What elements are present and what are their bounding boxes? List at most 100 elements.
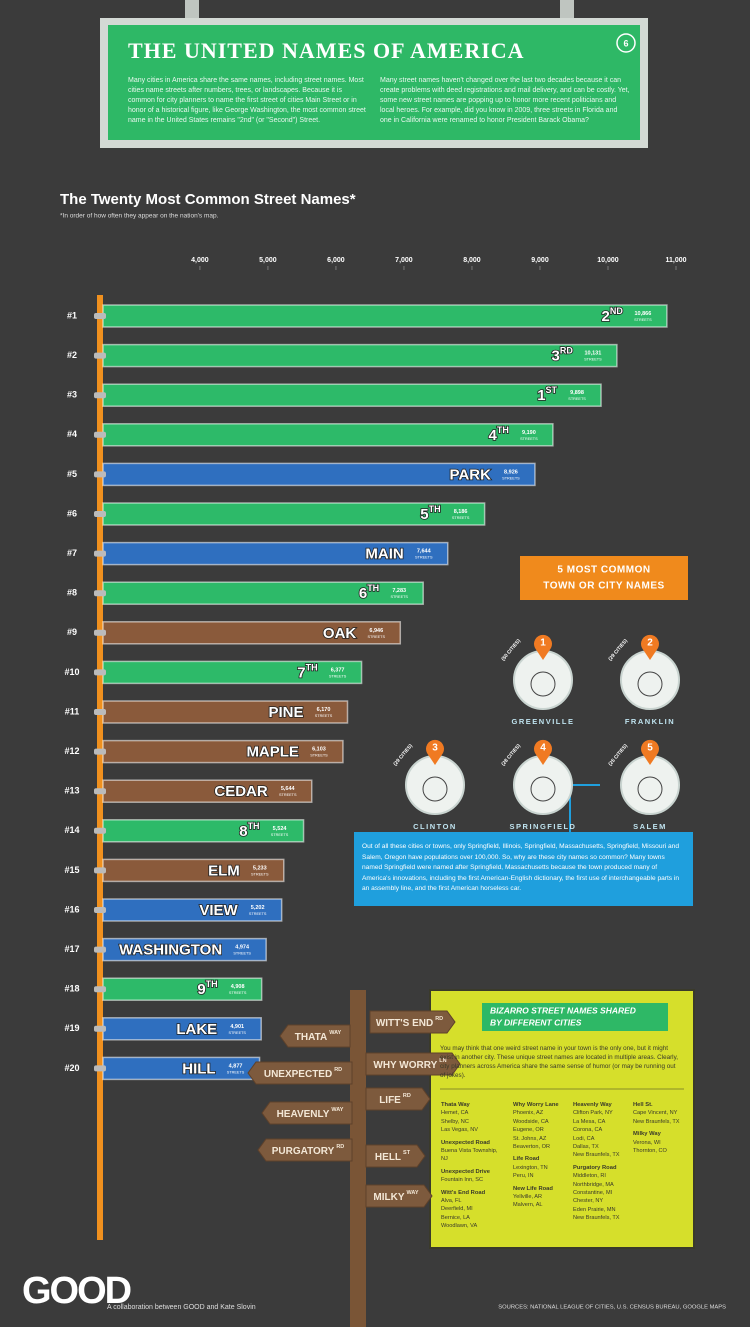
sign-name: WITT'S END <box>376 1018 433 1029</box>
street-sign <box>279 1024 351 1048</box>
bizarro-column: Why Worry Lane Phoenix, AZ Woodside, CA Eug… <box>513 1097 575 1210</box>
bar-label: 5TH <box>420 504 440 523</box>
badge <box>616 33 636 53</box>
bar <box>102 660 363 685</box>
towns-title-box <box>520 556 688 600</box>
city: Lexington, TN <box>513 1164 548 1171</box>
bar <box>102 343 618 368</box>
sign-suffix: WAY <box>329 1030 341 1036</box>
street-heading: Purgatory Road <box>573 1164 617 1171</box>
sign-name: HELL <box>375 1152 401 1163</box>
street-heading: Milky Way <box>633 1131 661 1138</box>
portrait <box>530 671 556 697</box>
street-heading: Unexpected Drive <box>441 1168 490 1175</box>
city: Beaverton, OR <box>513 1144 550 1151</box>
value-label: 4,877 <box>229 1063 243 1069</box>
bar-clip <box>94 392 106 399</box>
bar-label: 4TH <box>489 425 509 444</box>
bar <box>102 423 554 447</box>
chart-subtitle: *In order of how often they appear on th… <box>60 213 219 220</box>
value-label: 6,946 <box>369 628 383 634</box>
bizarro-title-box <box>482 1003 668 1031</box>
bizarro-intro: You may think that one weird street name… <box>440 1045 679 1079</box>
bar-clip <box>94 511 106 517</box>
city: Alva, FL <box>441 1198 462 1205</box>
sign-name: WHY WORRY <box>373 1060 437 1071</box>
value-label: 4,901 <box>230 1024 244 1030</box>
bizarro-title: BY DIFFERENT CITIES <box>490 1017 582 1027</box>
rank-label: #16 <box>64 904 79 914</box>
street-name: 8 <box>239 823 247 840</box>
street-suffix: TH <box>367 584 379 594</box>
value-label: 8,186 <box>454 509 468 515</box>
value-unit: STREETS <box>251 872 269 876</box>
street-name: ELM <box>208 862 240 879</box>
city: Deerfield, MI <box>441 1206 473 1213</box>
bar-clip <box>94 788 106 795</box>
bar-clip <box>94 907 106 913</box>
town-rank: 4 <box>540 743 546 754</box>
street-name: 2 <box>602 308 610 325</box>
city: Woodlawn, VA <box>441 1223 478 1230</box>
street-suffix: ST <box>546 386 558 396</box>
value-label: 6,377 <box>331 667 345 673</box>
bar-label: 1ST <box>537 386 557 405</box>
value-label: 5,233 <box>253 865 267 871</box>
city: Las Vegas, NV <box>441 1127 479 1134</box>
header-paragraph: Many street names haven't changed over t… <box>380 77 630 124</box>
bar-label: 2ND <box>602 306 624 325</box>
sources: SOURCES: NATIONAL LEAGUE OF CITIES, U.S.… <box>498 1305 726 1311</box>
street-sign <box>257 1138 353 1162</box>
street-name: HILL <box>182 1060 215 1077</box>
portrait <box>530 776 556 802</box>
street-heading: Life Road <box>513 1156 540 1163</box>
bar-label: MAIN <box>365 546 403 563</box>
street-suffix: TH <box>206 980 218 990</box>
value-unit: STREETS <box>634 318 652 322</box>
value-unit: STREETS <box>390 595 408 599</box>
portrait <box>637 671 663 697</box>
rank-label: #11 <box>65 706 80 716</box>
value-unit: STREETS <box>315 714 333 718</box>
towns-title: TOWN OR CITY NAMES <box>543 581 664 592</box>
value-unit: STREETS <box>520 437 538 441</box>
bar-label: 3RD <box>552 346 574 365</box>
rank-label: #6 <box>67 508 77 518</box>
sign-name: UNEXPECTED <box>264 1069 332 1080</box>
value-label: 9,898 <box>570 390 584 396</box>
street-name: MAPLE <box>246 744 299 761</box>
city: Thornton, CO <box>633 1148 667 1155</box>
sign-suffix: RD <box>403 1093 411 1099</box>
bar-label: ELM <box>208 862 240 879</box>
sign-label: THATA WAY <box>295 1030 342 1042</box>
bizarro-box <box>429 989 695 1249</box>
bar-label: PINE <box>268 704 303 721</box>
bar-clip <box>94 352 106 359</box>
sign-suffix: ST <box>403 1150 411 1156</box>
chart-title: The Twenty Most Common Street Names* <box>60 191 356 208</box>
pin <box>641 634 659 660</box>
street-heading: Witt's End Road <box>441 1189 486 1196</box>
street-name: VIEW <box>199 902 238 919</box>
value-label: 4,908 <box>231 984 245 990</box>
town-count: (29 CITIES) <box>392 743 414 767</box>
rank-label: #9 <box>67 627 77 637</box>
city: Lodi, CA <box>573 1135 595 1142</box>
bar-clip <box>94 1065 106 1072</box>
street-heading: Hell St. <box>633 1102 653 1108</box>
bar-label: PARK <box>450 466 492 483</box>
city: Hemet, CA <box>441 1110 469 1117</box>
city: Northbridge, MA <box>573 1181 614 1188</box>
pin <box>426 739 445 765</box>
city: Eugene, OR <box>513 1127 544 1134</box>
sign-name: THATA <box>295 1032 327 1043</box>
city: Corona, CA <box>573 1127 603 1134</box>
bar-clip <box>94 669 106 676</box>
note-box <box>354 832 693 906</box>
sign-label: UNEXPECTED RD <box>264 1067 342 1079</box>
city: Woodside, CA <box>513 1118 549 1125</box>
bar-clip <box>94 629 106 636</box>
bar-label: MAPLE <box>246 744 299 761</box>
towns-title: 5 MOST COMMON <box>557 565 650 576</box>
value-unit: STREETS <box>310 754 328 758</box>
